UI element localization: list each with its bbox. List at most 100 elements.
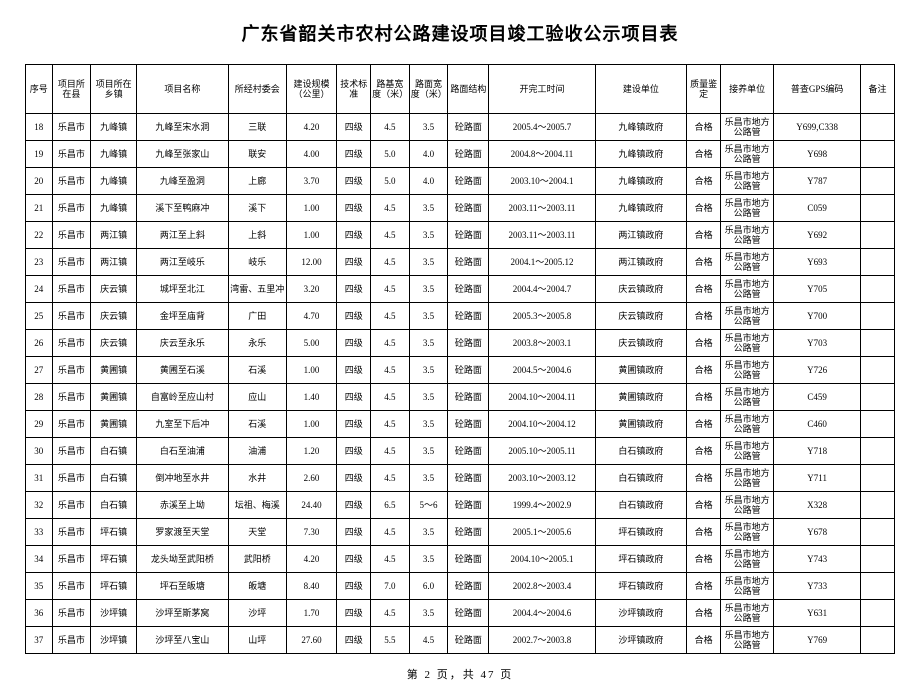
table-cell: 乐昌市 xyxy=(52,141,91,168)
table-cell: 九峰镇 xyxy=(91,195,137,222)
table-cell: 乐昌市 xyxy=(52,222,91,249)
table-cell: 1.20 xyxy=(286,438,337,465)
table-cell: 3.5 xyxy=(409,411,448,438)
table-cell: 4.5 xyxy=(371,195,410,222)
table-cell: 8.40 xyxy=(286,573,337,600)
table-cell: 赤溪至上坳 xyxy=(137,492,229,519)
table-cell: 合格 xyxy=(687,411,721,438)
table-cell: 4.5 xyxy=(371,546,410,573)
table-cell: 2004.10～2005.1 xyxy=(489,546,595,573)
table-cell: 水井 xyxy=(228,465,286,492)
table-cell: 合格 xyxy=(687,600,721,627)
table-cell: 27.60 xyxy=(286,627,337,654)
table-cell: 两江镇政府 xyxy=(595,249,687,276)
table-cell: 乐昌市地方公路管 xyxy=(721,276,774,303)
table-cell: 四级 xyxy=(337,114,371,141)
table-cell: 2004.8～2004.11 xyxy=(489,141,595,168)
table-cell: 乐昌市地方公路管 xyxy=(721,195,774,222)
table-cell: 四级 xyxy=(337,546,371,573)
table-cell: 坛祖、梅溪 xyxy=(228,492,286,519)
table-cell: 4.20 xyxy=(286,546,337,573)
table-cell: 乐昌市地方公路管 xyxy=(721,492,774,519)
table-cell: 合格 xyxy=(687,222,721,249)
table-cell: 5～6 xyxy=(409,492,448,519)
table-cell: 四级 xyxy=(337,384,371,411)
table-cell: 37 xyxy=(26,627,53,654)
table-cell: 乐昌市 xyxy=(52,438,91,465)
table-cell: 庆云镇政府 xyxy=(595,276,687,303)
table-cell: 乐昌市地方公路管 xyxy=(721,303,774,330)
table-row: 23乐昌市两江镇两江至岐乐岐乐12.00四级4.53.5砼路面2004.1～20… xyxy=(26,249,895,276)
table-cell: 沙坪镇 xyxy=(91,600,137,627)
table-cell: 2003.11～2003.11 xyxy=(489,222,595,249)
table-cell xyxy=(861,276,895,303)
table-row: 24乐昌市庆云镇城坪至北江湾雷、五里冲3.20四级4.53.5砼路面2004.4… xyxy=(26,276,895,303)
table-row: 32乐昌市白石镇赤溪至上坳坛祖、梅溪24.40四级6.55～6砼路面1999.4… xyxy=(26,492,895,519)
table-cell: 上斜 xyxy=(228,222,286,249)
table-cell: 3.5 xyxy=(409,600,448,627)
table-cell: 砼路面 xyxy=(448,438,489,465)
table-cell: 砼路面 xyxy=(448,303,489,330)
table-cell: 4.0 xyxy=(409,168,448,195)
table-row: 37乐昌市沙坪镇沙坪至八宝山山坪27.60四级5.54.5砼路面2002.7～2… xyxy=(26,627,895,654)
table-cell: 沙坪镇 xyxy=(91,627,137,654)
table-cell: 乐昌市地方公路管 xyxy=(721,546,774,573)
table-cell: 合格 xyxy=(687,492,721,519)
table-cell: 黄圃镇 xyxy=(91,357,137,384)
table-cell: 乐昌市 xyxy=(52,330,91,357)
table-cell: 乐昌市 xyxy=(52,600,91,627)
table-cell: 26 xyxy=(26,330,53,357)
table-cell: 四级 xyxy=(337,627,371,654)
column-header: 路面宽度（米） xyxy=(409,65,448,114)
table-cell: 乐昌市 xyxy=(52,627,91,654)
table-cell: 乐昌市地方公路管 xyxy=(721,141,774,168)
table-cell: 2005.10～2005.11 xyxy=(489,438,595,465)
table-cell: 乐昌市 xyxy=(52,573,91,600)
table-cell: 4.5 xyxy=(409,627,448,654)
column-header: 建设单位 xyxy=(595,65,687,114)
table-cell: 4.5 xyxy=(371,384,410,411)
table-cell xyxy=(861,303,895,330)
table-cell: 白石至油浦 xyxy=(137,438,229,465)
table-header-row: 序号项目所在县项目所在乡镇项目名称所经村委会建设规模（公里）技术标准路基宽度（米… xyxy=(26,65,895,114)
table-cell: 3.5 xyxy=(409,195,448,222)
table-cell: 溪下至鸭麻冲 xyxy=(137,195,229,222)
table-cell: 应山 xyxy=(228,384,286,411)
table-cell: 砼路面 xyxy=(448,330,489,357)
table-cell: 庆云镇 xyxy=(91,303,137,330)
table-cell: 乐昌市地方公路管 xyxy=(721,384,774,411)
table-cell: 22 xyxy=(26,222,53,249)
table-cell: 23 xyxy=(26,249,53,276)
table-cell: 砼路面 xyxy=(448,141,489,168)
table-cell: 罗家渡至天堂 xyxy=(137,519,229,546)
table-cell: 4.5 xyxy=(371,519,410,546)
column-header: 建设规模（公里） xyxy=(286,65,337,114)
table-cell: 1.00 xyxy=(286,195,337,222)
column-header: 质量鉴定 xyxy=(687,65,721,114)
table-cell: 35 xyxy=(26,573,53,600)
table-cell: 31 xyxy=(26,465,53,492)
table-cell: 砼路面 xyxy=(448,492,489,519)
table-cell: 1.40 xyxy=(286,384,337,411)
table-cell: 白石镇 xyxy=(91,492,137,519)
table-cell: 3.5 xyxy=(409,222,448,249)
table-cell: 2004.10～2004.12 xyxy=(489,411,595,438)
table-cell: 3.5 xyxy=(409,465,448,492)
table-cell: 1.00 xyxy=(286,222,337,249)
table-cell: 城坪至北江 xyxy=(137,276,229,303)
table-row: 27乐昌市黄圃镇黄圃至石溪石溪1.00四级4.53.5砼路面2004.5～200… xyxy=(26,357,895,384)
table-cell: 2005.1～2005.6 xyxy=(489,519,595,546)
table-cell: 乐昌市 xyxy=(52,465,91,492)
table-cell: 坪石至皈塘 xyxy=(137,573,229,600)
table-cell: 两江至岐乐 xyxy=(137,249,229,276)
table-cell: 3.5 xyxy=(409,357,448,384)
table-cell: 2003.10～2003.12 xyxy=(489,465,595,492)
table-cell: 砼路面 xyxy=(448,411,489,438)
table-cell: 乐昌市 xyxy=(52,411,91,438)
table-cell: 湾雷、五里冲 xyxy=(228,276,286,303)
table-cell: 21 xyxy=(26,195,53,222)
table-cell xyxy=(861,573,895,600)
table-cell: 白石镇政府 xyxy=(595,465,687,492)
table-cell: 合格 xyxy=(687,384,721,411)
table-cell: 黄圃镇政府 xyxy=(595,411,687,438)
